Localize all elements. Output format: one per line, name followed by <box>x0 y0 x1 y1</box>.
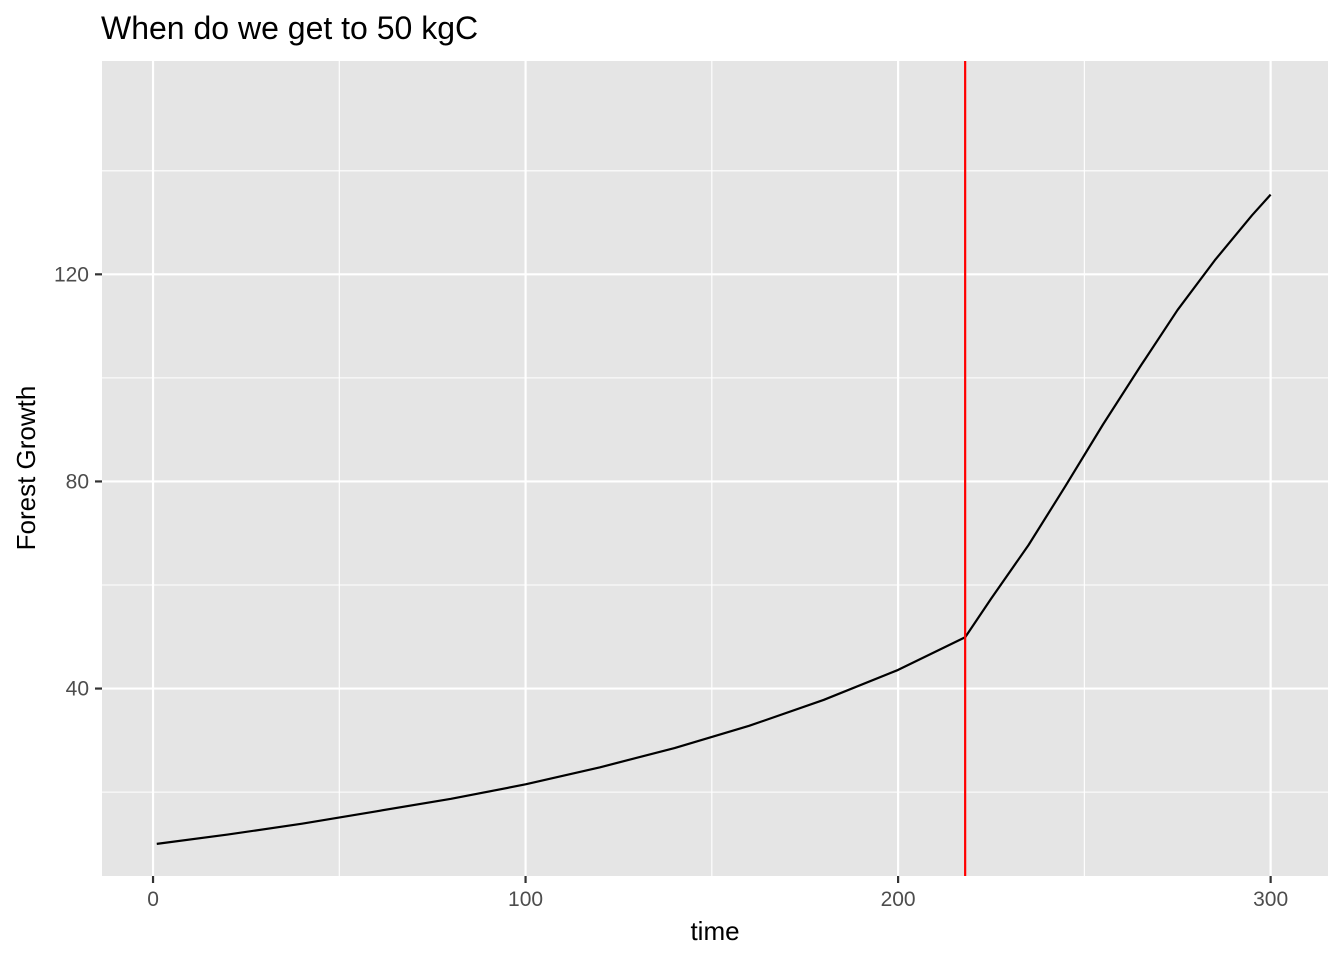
x-tick-label: 300 <box>1253 888 1288 911</box>
y-tick-label: 40 <box>66 678 89 701</box>
series-line-1 <box>156 193 1272 845</box>
x-tick-label: 0 <box>147 888 159 911</box>
series-layer <box>156 193 1272 845</box>
chart-title: When do we get to 50 kgC <box>101 10 478 46</box>
minor-gridlines <box>102 61 1328 876</box>
x-tick-label: 100 <box>508 888 543 911</box>
y-tick-label: 80 <box>66 470 89 493</box>
x-tick-label: 200 <box>881 888 916 911</box>
y-axis-title: Forest Growth <box>11 386 41 551</box>
y-axis: 40 80 120 <box>54 263 102 701</box>
plot-panel <box>102 61 1328 876</box>
y-tick-label: 120 <box>54 263 89 286</box>
major-gridlines <box>102 61 1328 876</box>
x-axis-title: time <box>690 916 739 946</box>
x-axis: 0 100 200 300 <box>147 876 1288 911</box>
